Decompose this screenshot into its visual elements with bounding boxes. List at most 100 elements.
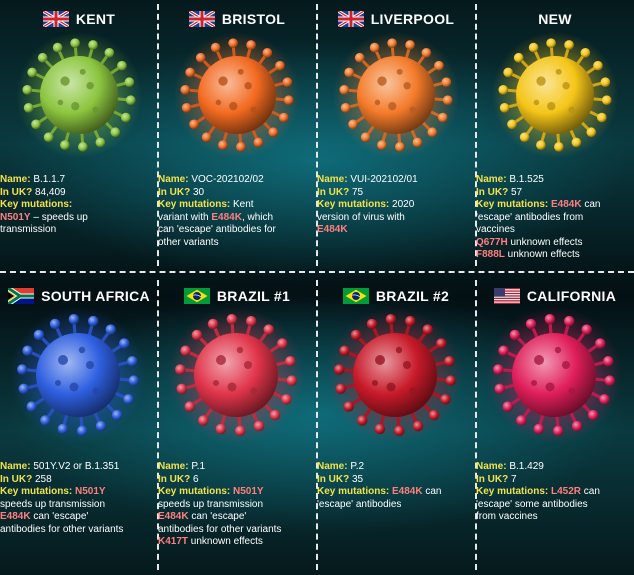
uk-cases-value: 35 (352, 473, 364, 485)
variant-card: BRAZIL #1 Name: P.1 In UK? 6 Key mutations:… (158, 275, 316, 547)
mutation-description: unknown effects (504, 249, 580, 260)
variant-title: BRAZIL #2 (375, 288, 450, 304)
south-africa-flag (8, 288, 35, 304)
key-mutations-label: Key mutations: (0, 486, 73, 497)
variant-header: BRAZIL #1 (158, 285, 316, 307)
variant-info: Name: 501Y.V2 or B.1.351 In UK? 258 Key mu… (0, 461, 158, 536)
mutation-description: 'escape' antibodies from (476, 211, 584, 223)
virus-illustration (332, 31, 460, 159)
variant-info: Name: P.2 In UK? 35 Key mutations: E484K c… (317, 461, 475, 511)
name-label: Name: (0, 174, 31, 185)
mutation-code: N501Y (0, 211, 31, 223)
virus-illustration (168, 307, 304, 443)
uk-cases-value: 75 (352, 186, 364, 198)
mutation-code: E484K (551, 199, 582, 210)
uk-cases-value: 84,409 (35, 186, 66, 198)
name-label: Name: (317, 461, 348, 472)
mutation-code: E484K (211, 211, 242, 223)
mutation-code: E484K (317, 224, 348, 235)
uk-cases-label: In UK? (0, 186, 33, 198)
usa-flag (493, 288, 520, 304)
brazil-flag (342, 288, 369, 304)
column-divider (475, 280, 477, 570)
variant-card: BRAZIL #2 Name: P.2 In UK? 35 Key mutations… (317, 275, 475, 545)
name-label: Name: (158, 461, 189, 472)
uk-cases-value: 7 (511, 473, 517, 485)
column-divider (157, 280, 159, 570)
uk-cases-value: 258 (35, 473, 52, 485)
mutation-description: can (422, 486, 442, 497)
mutation-description: from vaccines (476, 511, 538, 522)
variant-title: CALIFORNIA (526, 288, 617, 304)
uk-cases-label: In UK? (158, 473, 191, 485)
variant-card: SOUTH AFRICA Name: 501Y.V2 or B.1.351 In U… (0, 275, 158, 545)
mutation-code: N501Y (233, 486, 264, 497)
column-divider (316, 4, 318, 266)
variant-name: B.1.429 (509, 461, 544, 472)
variant-name: 501Y.V2 or B.1.351 (33, 461, 120, 472)
virus-illustration (491, 31, 619, 159)
variant-name: B.1.1.7 (33, 174, 66, 185)
column-divider (157, 4, 159, 266)
uk-cases-value: 57 (511, 186, 523, 198)
mutation-description: , which (241, 211, 274, 223)
variant-info: Name: VOC-202102/02 In UK? 30 Key mutation… (158, 174, 316, 249)
mutation-code: L452R (551, 486, 582, 497)
mutation-code: E484K (158, 511, 189, 522)
mutation-description: Kent (233, 199, 254, 210)
variant-card: BRISTOL Name: VOC-202102/02 In UK? 30 Key m… (158, 0, 316, 270)
variant-card: CALIFORNIA Name: B.1.429 In UK? 7 Key mutat… (476, 275, 634, 545)
mutation-description: variant with (158, 211, 212, 223)
variant-name: B.1.525 (509, 174, 544, 185)
variant-header: BRISTOL (158, 8, 316, 30)
mutation-description: speeds up transmission (158, 498, 264, 510)
variant-info: Name: B.1.1.7 In UK? 84,409 Key mutations:… (0, 174, 158, 237)
mutation-description: 2020 (392, 199, 415, 210)
uk-cases-label: In UK? (317, 473, 350, 485)
mutation-description: antibodies for other variants (0, 523, 124, 535)
variant-info: Name: B.1.429 In UK? 7 Key mutations: L452… (476, 461, 634, 524)
variant-header: CALIFORNIA (476, 285, 634, 307)
uk-cases-label: In UK? (0, 473, 33, 485)
brazil-flag (183, 288, 210, 304)
mutation-description: other variants (158, 236, 219, 248)
virus-illustration (173, 31, 301, 159)
uk-cases-label: In UK? (476, 186, 509, 198)
variant-header: BRAZIL #2 (317, 285, 475, 307)
variant-name: P.2 (350, 461, 365, 472)
mutation-description: can 'escape' (30, 511, 89, 522)
virus-illustration (15, 31, 143, 159)
uk-cases-value: 30 (193, 186, 205, 198)
uk-cases-value: 6 (193, 473, 199, 485)
name-label: Name: (317, 174, 348, 185)
row-divider (0, 271, 634, 273)
mutation-description: transmission (0, 224, 57, 235)
virus-illustration (327, 307, 463, 443)
key-mutations-label: Key mutations: (476, 199, 549, 210)
name-label: Name: (476, 174, 507, 185)
variant-name: VOC-202102/02 (191, 174, 264, 185)
name-label: Name: (0, 461, 31, 472)
virus-illustration (486, 307, 622, 443)
variant-title: LIVERPOOL (370, 11, 455, 27)
mutation-description: can 'escape' (188, 511, 247, 522)
mutation-description: 'escape' some antibodies (476, 498, 588, 510)
variant-card: KENT Name: B.1.1.7 In UK? 84,409 Key mutati… (0, 0, 158, 270)
variant-info: Name: VUI-202102/01 In UK? 75 Key mutation… (317, 174, 475, 237)
mutation-description: unknown effects (188, 536, 263, 547)
key-mutations-label: Key mutations: (476, 486, 549, 497)
variant-name: P.1 (191, 461, 206, 472)
name-label: Name: (158, 174, 189, 185)
uk-cases-label: In UK? (158, 186, 191, 198)
column-divider (475, 4, 477, 266)
uk-flag (42, 11, 69, 27)
mutation-description: – speeds up (30, 211, 88, 223)
variant-header: LIVERPOOL (317, 8, 475, 30)
variant-header: SOUTH AFRICA (0, 285, 158, 307)
mutation-code: Q677H (476, 236, 508, 248)
uk-flag (188, 11, 215, 27)
key-mutations-label: Key mutations: (158, 199, 231, 210)
mutation-description: can (581, 199, 601, 210)
key-mutations-label: Key mutations: (158, 486, 231, 497)
variant-title: BRISTOL (221, 11, 286, 27)
